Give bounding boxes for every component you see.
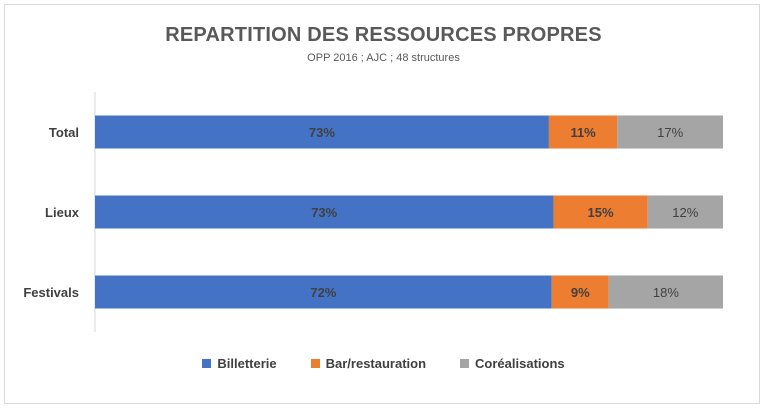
bar-total-series-1 (548, 115, 618, 149)
bar-lieux-series-2 (647, 195, 723, 229)
bar-festivals-series-1 (551, 275, 609, 309)
bar-total-series-2 (617, 115, 723, 149)
chart-title: REPARTITION DES RESSOURCES PROPRES (165, 24, 602, 46)
legend-swatch-bar-restauration (310, 359, 320, 368)
legend-item-billetterie: Billetterie (202, 356, 277, 371)
bar-festivals-series-0 (95, 275, 552, 309)
legend-label-corealisations: Coréalisations (475, 356, 565, 371)
legend-label-bar-restauration: Bar/restauration (325, 356, 427, 371)
chart-legend: Billetterie Bar/restauration Coréalisati… (0, 356, 767, 371)
legend-item-bar-restauration: Bar/restauration (310, 356, 427, 371)
legend-swatch-corealisations (460, 359, 470, 368)
legend-item-corealisations: Coréalisations (460, 356, 565, 371)
bar-festivals-series-2 (608, 275, 723, 309)
category-label-lieux: Lieux (45, 205, 80, 220)
data-label-lieux-series-1: 15% (588, 205, 614, 220)
chart-subtitle: OPP 2016 ; AJC ; 48 structures (307, 52, 460, 64)
bar-lieux-series-0 (95, 195, 554, 229)
data-label-festivals-series-0: 72% (310, 285, 336, 300)
category-label-total: Total (49, 125, 79, 140)
legend-swatch-billetterie (202, 359, 212, 368)
data-label-lieux-series-2: 12% (672, 205, 698, 220)
data-label-festivals-series-1: 9% (571, 285, 590, 300)
category-label-festivals: Festivals (23, 285, 79, 300)
bar-lieux-series-1 (553, 195, 648, 229)
data-label-total-series-2: 17% (657, 125, 683, 140)
data-label-lieux-series-0: 73% (311, 205, 337, 220)
data-label-total-series-1: 11% (570, 125, 596, 140)
data-label-total-series-0: 73% (309, 125, 335, 140)
legend-label-billetterie: Billetterie (217, 356, 277, 371)
bar-total-series-0 (95, 115, 549, 149)
data-label-festivals-series-2: 18% (653, 285, 679, 300)
